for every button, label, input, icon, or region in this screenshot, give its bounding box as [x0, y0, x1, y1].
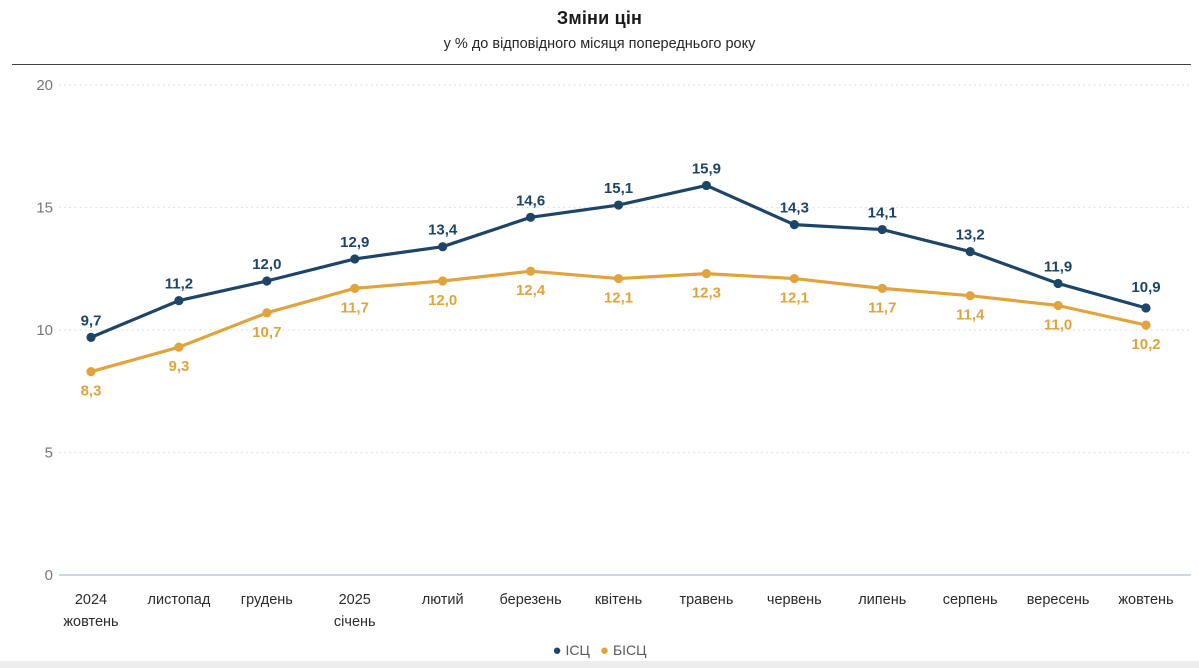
data-point-БІСЦ: [1141, 320, 1151, 330]
value-label-БІСЦ: 10,2: [1131, 336, 1160, 353]
x-tick-label: березень: [500, 592, 562, 608]
value-label-БІСЦ: 10,7: [252, 324, 281, 341]
value-label-ІСЦ: 10,9: [1131, 279, 1160, 296]
data-point-ІСЦ: [525, 212, 536, 222]
value-label-ІСЦ: 11,9: [1044, 258, 1072, 275]
legend-bullet-icon: ●: [599, 641, 609, 659]
data-point-ІСЦ: [438, 242, 448, 252]
x-tick-label: листопад: [148, 592, 211, 608]
x-tick-label: жовтень: [1118, 592, 1173, 608]
data-point-ІСЦ: [262, 276, 272, 286]
chart-subtitle: у % до відповідного місяця попереднього …: [443, 36, 756, 52]
data-point-БІСЦ: [789, 273, 799, 284]
x-tick-label: серпень: [943, 592, 998, 608]
y-tick-label: 20: [36, 77, 53, 94]
data-point-ІСЦ: [86, 332, 96, 342]
header-divider: [12, 64, 1191, 65]
value-label-БІСЦ: 12,0: [428, 292, 457, 309]
value-label-БІСЦ: 12,4: [516, 282, 546, 299]
data-point-ІСЦ: [789, 220, 799, 230]
value-label-ІСЦ: 12,0: [252, 256, 281, 273]
value-label-БІСЦ: 11,7: [868, 299, 896, 316]
value-label-ІСЦ: 14,1: [868, 205, 897, 222]
value-label-БІСЦ: 9,3: [168, 358, 189, 375]
data-point-БІСЦ: [1053, 300, 1063, 311]
x-tick-label: травень: [679, 592, 733, 608]
y-tick-label: 5: [45, 445, 53, 462]
data-point-БІСЦ: [174, 342, 184, 352]
x-tick-label: липень: [858, 592, 906, 608]
value-label-ІСЦ: 15,1: [604, 180, 633, 197]
data-point-ІСЦ: [350, 254, 360, 264]
value-label-ІСЦ: 14,6: [516, 192, 545, 209]
value-label-ІСЦ: 12,9: [340, 234, 369, 251]
data-point-БІСЦ: [525, 266, 536, 276]
value-label-БІСЦ: 11,7: [341, 299, 369, 316]
value-label-БІСЦ: 11,0: [1044, 317, 1072, 334]
y-tick-label: 0: [45, 567, 53, 584]
value-label-БІСЦ: 12,1: [780, 290, 809, 307]
chart-header: Зміни цін у % до відповідного місяця поп…: [0, 8, 1199, 52]
data-point-БІСЦ: [262, 308, 272, 318]
value-label-ІСЦ: 9,7: [81, 312, 102, 329]
legend-item-БІСЦ: ● БІСЦ: [600, 642, 647, 658]
x-tick-label: 2025: [339, 592, 371, 608]
data-point-ІСЦ: [1141, 303, 1151, 313]
value-label-БІСЦ: 11,4: [956, 307, 985, 324]
data-point-БІСЦ: [350, 283, 360, 293]
value-label-ІСЦ: 14,3: [780, 200, 809, 217]
data-point-БІСЦ: [438, 276, 448, 286]
value-label-БІСЦ: 12,1: [604, 290, 633, 307]
y-tick-label: 10: [36, 322, 53, 339]
x-tick-label: вересень: [1027, 592, 1090, 608]
data-point-ІСЦ: [1053, 278, 1063, 289]
data-point-БІСЦ: [613, 273, 624, 284]
value-label-ІСЦ: 13,2: [956, 227, 985, 244]
bottom-edge-bar: [0, 661, 1199, 668]
value-label-ІСЦ: 11,2: [165, 276, 193, 293]
legend-label: БІСЦ: [612, 642, 647, 658]
x-tick-label: грудень: [241, 592, 293, 608]
legend-bullet-icon: ●: [552, 641, 562, 659]
y-tick-label: 15: [36, 200, 53, 217]
data-point-ІСЦ: [877, 224, 887, 235]
data-point-БІСЦ: [701, 269, 712, 279]
x-tick-label: жовтень: [63, 614, 118, 630]
legend-item-ІСЦ: ● ІСЦ: [552, 642, 589, 658]
data-point-БІСЦ: [877, 283, 887, 293]
data-point-ІСЦ: [701, 180, 712, 191]
x-tick-label: 2024: [75, 592, 107, 608]
value-label-БІСЦ: 12,3: [692, 285, 721, 302]
chart-legend: ● ІСЦ ● БІСЦ: [0, 642, 1199, 658]
data-point-ІСЦ: [174, 296, 184, 306]
chart-title: Зміни цін: [556, 8, 643, 28]
data-point-БІСЦ: [86, 367, 96, 377]
value-label-ІСЦ: 13,4: [428, 222, 458, 239]
legend-label: ІСЦ: [565, 642, 590, 658]
x-tick-label: квітень: [595, 592, 642, 608]
data-point-ІСЦ: [613, 200, 624, 210]
value-label-БІСЦ: 8,3: [81, 383, 102, 400]
data-point-ІСЦ: [965, 247, 975, 257]
value-label-ІСЦ: 15,9: [692, 160, 721, 177]
x-tick-label: лютий: [422, 592, 464, 608]
x-tick-label: січень: [334, 614, 376, 630]
x-tick-label: червень: [767, 592, 822, 608]
data-point-БІСЦ: [965, 291, 975, 301]
